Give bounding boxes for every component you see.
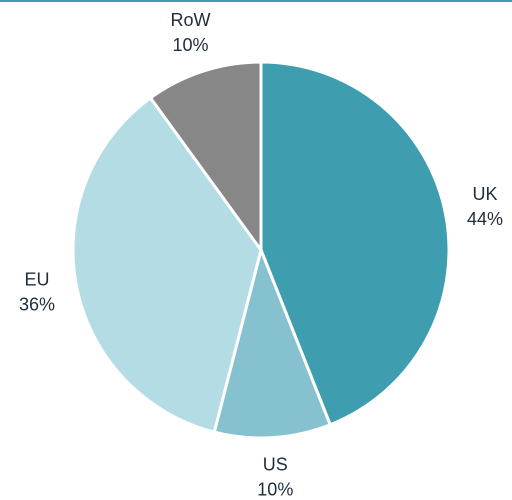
pie-slice xyxy=(148,60,263,252)
slice-label: UK xyxy=(472,184,497,204)
pie-slice xyxy=(212,248,332,440)
slice-label: EU xyxy=(25,269,50,289)
pie-slice xyxy=(71,96,263,434)
slice-value-label: 36% xyxy=(19,294,55,314)
slice-label: RoW xyxy=(171,10,211,30)
pie-slice xyxy=(259,60,451,427)
slice-value-label: 44% xyxy=(467,209,503,229)
top-border xyxy=(0,0,512,2)
slice-value-label: 10% xyxy=(257,479,293,499)
slice-value-label: 10% xyxy=(173,35,209,55)
slice-label: US xyxy=(263,454,288,474)
